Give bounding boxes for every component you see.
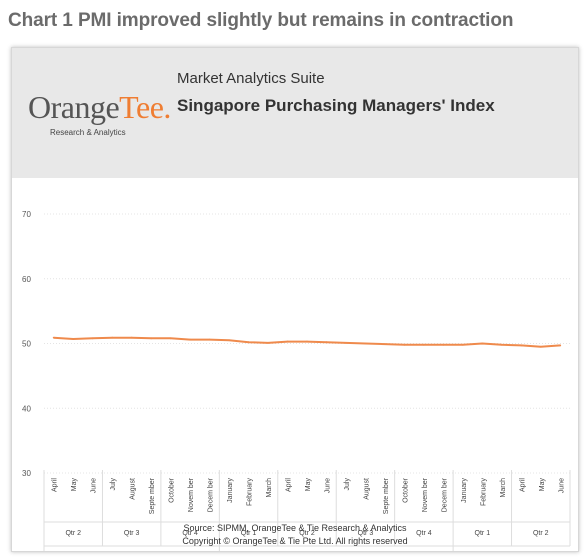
x-month-label: June [324,478,331,493]
report-header: OrangeTee. Research & Analytics Market A… [12,48,578,178]
chart-heading: Chart 1 PMI improved slightly but remain… [8,10,514,31]
x-quarter-label: Qtr 4 [416,530,432,537]
copyright-note: Copyright © OrangeTee & Tie Pte Ltd. All… [182,536,408,546]
x-month-label: Septe mber [149,477,156,514]
x-month-label: Decem ber [441,477,448,512]
data-point [461,343,464,346]
x-month-label: Septe mber [383,477,390,514]
x-quarter-label: Qtr 2 [533,530,549,537]
logo-dot: . [163,89,171,125]
logo-accent: Tee [119,89,164,125]
y-tick-label: 60 [22,275,31,284]
pmi-line-chart: 30 40 50 60 70 April May June July August Septe m… [22,210,571,551]
x-month-label: April [286,478,293,492]
x-month-label: May [305,478,312,492]
y-tick-label: 40 [22,404,31,413]
data-point [150,337,153,340]
chart-title: Singapore Purchasing Managers' Index [177,96,495,115]
data-point [500,343,503,346]
report-panel: OrangeTee. Research & Analytics Market A… [11,47,579,552]
x-quarter-label: Qtr 4 [182,530,198,537]
data-point [169,337,172,340]
data-point [208,338,211,341]
x-month-label: June [558,478,565,493]
data-point [189,338,192,341]
x-month-label: February [247,478,254,507]
data-point [130,336,133,339]
data-point [286,340,289,343]
data-point [559,344,562,347]
x-month-label: October [169,477,176,503]
data-point [345,341,347,344]
x-quarter-label: Qtr 2 [299,530,315,537]
x-month-label: October [402,477,409,503]
x-month-label: April [52,478,59,492]
data-point [306,340,308,343]
data-point [325,341,328,344]
source-note: Source: SIPMM, OrangeTee & Tie Research … [183,523,407,533]
x-month-label: May [71,478,78,492]
data-point [422,343,425,346]
x-month-label: January [227,478,234,503]
x-month-label: July [344,478,351,491]
x-axis: April May June July August Septe mber October N… [43,470,571,551]
orangetee-logo: OrangeTee. [28,89,171,126]
x-month-label: March [266,478,273,498]
data-point [403,343,406,346]
x-quarter-label: Qtr 3 [358,530,374,537]
x-month-label: August [130,478,137,500]
data-point [228,339,230,342]
data-point [481,342,484,345]
x-quarter-label: Qtr 1 [241,530,257,537]
x-month-label: June [91,478,98,493]
x-month-label: March [500,478,507,498]
x-month-label: February [480,478,487,507]
logo-main: Orange [28,89,120,125]
data-point [111,336,114,339]
x-quarter-label: Qtr 2 [65,530,81,537]
x-month-label: Novem ber [422,477,429,512]
y-tick-label: 30 [22,469,31,478]
x-quarter-label: Qtr 3 [124,530,140,537]
data-point [520,344,523,347]
x-month-label: Novem ber [188,477,195,512]
x-month-label: April [519,478,526,492]
logo-subtitle: Research & Analytics [50,128,126,137]
y-tick-label: 50 [22,340,31,349]
data-point [384,343,386,346]
data-point [442,343,445,346]
x-month-label: Decem ber [208,477,215,512]
data-point [364,342,367,345]
x-month-label: January [461,478,468,503]
data-point [267,341,269,344]
data-point [91,337,94,340]
series-layer [52,336,562,348]
y-tick-label: 70 [22,210,31,219]
x-month-label: July [110,478,117,491]
data-point [247,341,250,344]
data-point [52,336,55,339]
x-month-label: August [363,478,370,500]
data-point [539,345,542,348]
x-month-label: May [539,478,546,492]
suite-name: Market Analytics Suite [177,70,325,87]
data-point [72,338,75,340]
y-axis: 30 40 50 60 70 [22,210,31,478]
x-quarter-label: Qtr 1 [475,530,491,537]
